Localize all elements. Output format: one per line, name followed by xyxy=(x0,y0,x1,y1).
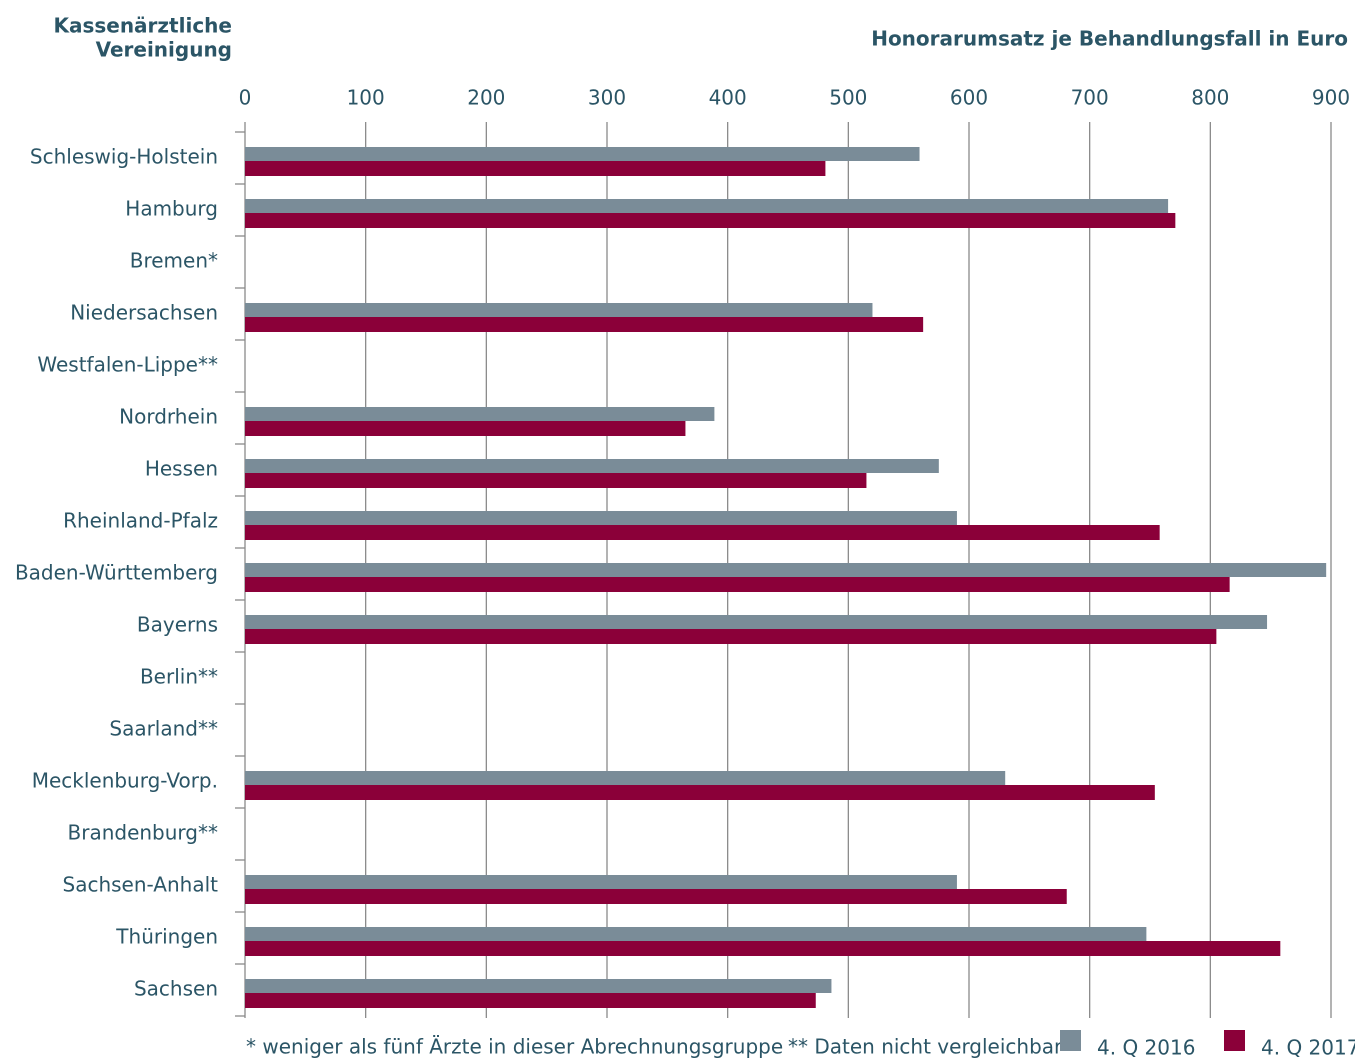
y-tick-label: Bremen* xyxy=(130,249,218,273)
x-tick-label: 900 xyxy=(1312,86,1350,110)
x-tick-label: 0 xyxy=(239,86,252,110)
y-tick-label: Bayerns xyxy=(137,613,218,637)
bar xyxy=(245,941,1281,956)
legend-swatch xyxy=(1224,1030,1245,1051)
y-tick-label: Mecklenburg-Vorp. xyxy=(32,769,218,793)
bar xyxy=(245,161,826,176)
y-tick-label: Rheinland-Pfalz xyxy=(63,509,218,533)
y-tick-label: Westfalen-Lippe** xyxy=(37,353,218,377)
legend-label: 4. Q 2016 xyxy=(1097,1036,1195,1059)
bar xyxy=(245,993,816,1008)
x-tick-label: 700 xyxy=(1071,86,1109,110)
bar xyxy=(245,889,1067,904)
bar xyxy=(245,511,957,525)
y-tick-label: Thüringen xyxy=(115,925,218,949)
y-tick-label: Niedersachsen xyxy=(70,301,218,325)
x-tick-label: 800 xyxy=(1191,86,1229,110)
bar xyxy=(245,563,1327,577)
y-tick-label: Saarland** xyxy=(109,717,218,741)
y-tick-label: Nordrhein xyxy=(119,405,218,429)
y-tick-label: Baden-Württemberg xyxy=(15,561,218,585)
bar xyxy=(245,771,1006,785)
bar xyxy=(245,615,1268,629)
y-tick-label: Berlin** xyxy=(140,665,218,689)
bar xyxy=(245,147,920,161)
x-tick-label: 400 xyxy=(709,86,747,110)
y-tick-label: Sachsen xyxy=(134,977,218,1001)
x-tick-label: 300 xyxy=(588,86,626,110)
bar xyxy=(245,629,1217,644)
bar xyxy=(245,785,1155,800)
y-tick-label: Sachsen-Anhalt xyxy=(63,873,219,897)
legend-label: 4. Q 2017 xyxy=(1261,1036,1355,1059)
bar xyxy=(245,421,686,436)
bar xyxy=(245,927,1147,941)
bar xyxy=(245,317,924,332)
bar xyxy=(245,979,832,993)
y-axis-label: Vereinigung xyxy=(96,38,232,62)
x-tick-label: 100 xyxy=(347,86,385,110)
footnote: ** Daten nicht vergleichbar xyxy=(788,1035,1063,1059)
y-tick-label: Hessen xyxy=(145,457,218,481)
footnote: * weniger als fünf Ärzte in dieser Abrec… xyxy=(246,1035,783,1059)
bar xyxy=(245,473,867,488)
y-tick-label: Brandenburg** xyxy=(68,821,219,845)
bar xyxy=(245,525,1160,540)
legend-swatch xyxy=(1060,1030,1081,1051)
bar xyxy=(245,875,957,889)
x-tick-label: 500 xyxy=(829,86,867,110)
x-axis-label: Honorarumsatz je Behandlungsfall in Euro xyxy=(871,27,1348,51)
bar xyxy=(245,459,939,473)
bar xyxy=(245,199,1169,213)
bar xyxy=(245,213,1176,228)
y-tick-label: Schleswig-Holstein xyxy=(30,145,218,169)
y-tick-label: Hamburg xyxy=(125,197,218,221)
x-tick-label: 200 xyxy=(467,86,505,110)
bar xyxy=(245,407,715,421)
x-tick-label: 600 xyxy=(950,86,988,110)
bar xyxy=(245,303,873,317)
bar xyxy=(245,577,1230,592)
y-axis-label: Kassenärztliche xyxy=(53,14,232,38)
